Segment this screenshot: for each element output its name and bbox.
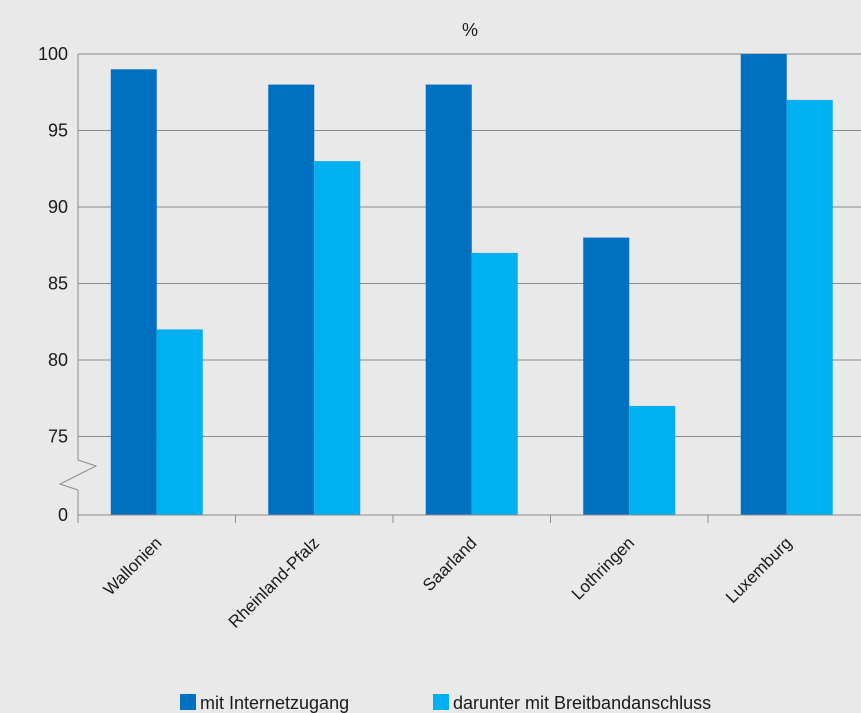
bar-internet-saarland — [425, 84, 472, 515]
bars — [110, 54, 833, 516]
bar-internet-wallonien — [110, 69, 157, 516]
x-category-label: Saarland — [419, 533, 481, 595]
legend-label: mit Internetzugang — [200, 693, 349, 713]
legend-swatch — [180, 694, 196, 710]
bar-internet-lothringen — [583, 237, 630, 515]
legend: mit Internetzugang darunter mit Breitband… — [180, 693, 711, 713]
x-category-label: Wallonien — [100, 533, 166, 599]
bar-internet-rheinland-pfalz — [268, 84, 315, 515]
y-tick-label: 90 — [48, 197, 68, 217]
bar-broadband-lothringen — [629, 405, 676, 515]
legend-swatch — [433, 694, 449, 710]
axes — [58, 54, 861, 523]
bar-broadband-rheinland-pfalz — [314, 161, 361, 515]
y-tick-label: 75 — [48, 427, 68, 447]
bar-internet-luxemburg — [740, 54, 787, 515]
y-tick-label: 100 — [38, 44, 68, 64]
y-tick-label: 80 — [48, 350, 68, 370]
bar-broadband-saarland — [471, 252, 518, 515]
bar-broadband-wallonien — [156, 329, 203, 515]
bar-broadband-luxemburg — [786, 99, 833, 516]
axis-break-mark — [58, 459, 98, 491]
unit-label: % — [462, 20, 478, 40]
y-tick-label: 85 — [48, 274, 68, 294]
y-tick-label: 95 — [48, 121, 68, 141]
y-tick-label: 0 — [58, 505, 68, 525]
x-category-label: Lothringen — [568, 533, 638, 603]
legend-label: darunter mit Breitbandanschluss — [453, 693, 711, 713]
x-category-label: Rheinland-Pfalz — [225, 533, 323, 631]
x-category-label: Luxemburg — [722, 533, 796, 607]
